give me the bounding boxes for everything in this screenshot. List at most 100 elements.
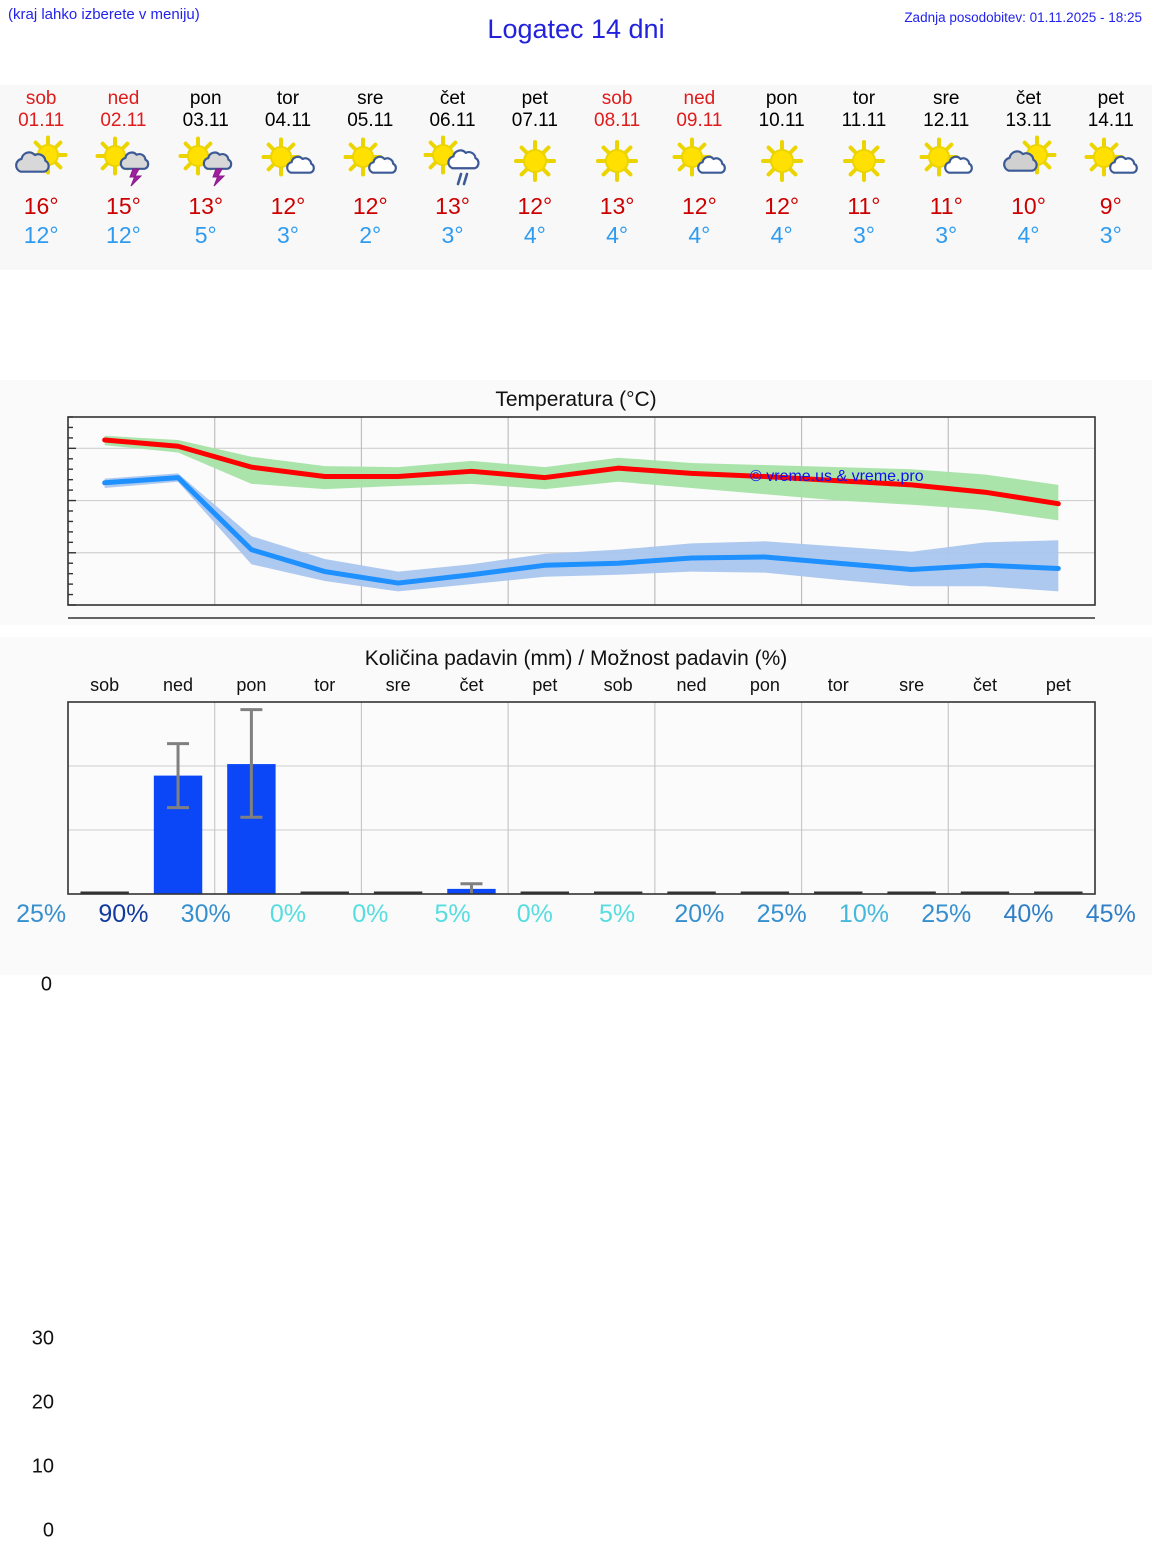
day-of-week-label: tor xyxy=(852,88,876,109)
day-of-week-label: tor xyxy=(276,88,300,109)
precipitation-day-label: ned xyxy=(163,675,194,695)
precipitation-probability-label: 25% xyxy=(756,900,807,928)
cloud-sun-icon xyxy=(993,135,1065,189)
precipitation-bar xyxy=(1034,891,1083,894)
forecast-day-column[interactable]: sre 05.11 12° 2° xyxy=(329,85,411,270)
precipitation-probability-label: 25% xyxy=(921,900,972,928)
precipitation-bar xyxy=(520,891,570,894)
precipitation-bar xyxy=(593,891,643,894)
precipitation-day-label: tor xyxy=(827,675,849,695)
precipitation-probability-label: 90% xyxy=(98,900,149,928)
page-header: (kraj lahko izberete v meniju) Logatec 1… xyxy=(0,0,1152,85)
date-label: 08.11 xyxy=(594,110,641,131)
precipitation-probability-label: 5% xyxy=(599,900,636,928)
max-temperature-label: 12° xyxy=(352,193,388,219)
precipitation-plot xyxy=(67,701,1096,895)
day-of-week-label: čet xyxy=(439,88,466,109)
max-temperature-label: 10° xyxy=(1011,193,1046,219)
precipitation-y-tick-label: 10 xyxy=(31,1455,54,1478)
temperature-plot xyxy=(67,416,1096,619)
date-label: 14.11 xyxy=(1087,110,1134,131)
forecast-day-column[interactable]: pet 07.11 12° 4° xyxy=(494,85,576,270)
forecast-day-column[interactable]: sob 08.11 13° 4° xyxy=(576,85,658,270)
forecast-day-column[interactable]: čet 06.11 13° 3° xyxy=(411,85,493,270)
day-of-week-label: čet xyxy=(1015,88,1042,109)
precipitation-y-tick-label: 20 xyxy=(31,1391,54,1414)
sun-icon xyxy=(828,135,900,189)
sun-icon xyxy=(581,135,653,189)
page-title: Logatec 14 dni xyxy=(487,14,665,44)
sun-cloud-icon xyxy=(5,135,77,189)
temperature-chart: Temperatura (°C) xyxy=(0,380,1152,625)
precipitation-bar xyxy=(960,891,1010,894)
precipitation-probability-label: 45% xyxy=(1085,900,1136,928)
precipitation-day-label: sob xyxy=(90,675,120,695)
precipitation-bar xyxy=(373,891,423,894)
min-temperature-label: 2° xyxy=(359,222,382,248)
min-temperature-label: 3° xyxy=(276,222,299,248)
min-temperature-label: 4° xyxy=(688,222,711,248)
precipitation-probability-label: 0% xyxy=(516,900,553,928)
forecast-day-column[interactable]: pet 14.11 9° 3° xyxy=(1070,85,1152,270)
precipitation-bar xyxy=(300,891,349,894)
forecast-day-column[interactable]: ned 02.11 15° 12° xyxy=(82,85,164,270)
temperature-y-tick-label: 0 xyxy=(40,973,52,996)
precipitation-day-label: sre xyxy=(385,675,411,695)
min-temperature-label: 3° xyxy=(1099,222,1122,248)
max-temperature-label: 12° xyxy=(682,193,717,219)
date-label: 05.11 xyxy=(347,110,394,131)
forecast-day-column[interactable]: ned 09.11 12° 4° xyxy=(658,85,740,270)
sun-small-cloud-icon xyxy=(252,135,324,189)
precipitation-probability-label: 0% xyxy=(269,900,307,928)
max-temperature-label: 12° xyxy=(270,193,306,219)
precipitation-day-label: sre xyxy=(899,675,925,695)
day-of-week-label: ned xyxy=(683,88,716,109)
day-of-week-label: sob xyxy=(601,88,633,109)
day-of-week-label: sre xyxy=(357,88,384,109)
precipitation-probability-label: 20% xyxy=(674,900,725,928)
forecast-day-column[interactable]: sre 12.11 11° 3° xyxy=(905,85,987,270)
precipitation-day-label: pet xyxy=(532,675,558,695)
date-label: 07.11 xyxy=(511,110,558,131)
date-label: 10.11 xyxy=(758,110,805,131)
max-temperature-label: 12° xyxy=(517,193,553,219)
precipitation-probability-label: 5% xyxy=(434,900,471,928)
forecast-day-column[interactable]: tor 11.11 11° 3° xyxy=(823,85,905,270)
precipitation-probability-label: 40% xyxy=(1003,900,1054,928)
precipitation-day-label: čet xyxy=(459,675,484,695)
day-of-week-label: pon xyxy=(189,88,222,109)
max-temperature-label: 11° xyxy=(847,193,881,219)
date-label: 03.11 xyxy=(182,110,229,131)
forecast-day-column[interactable]: pon 10.11 12° 4° xyxy=(741,85,823,270)
sun-small-cloud-icon xyxy=(663,135,735,189)
precipitation-chart-title: Količina padavin (mm) / Možnost padavin … xyxy=(364,647,788,670)
min-temperature-label: 3° xyxy=(441,222,464,248)
min-temperature-label: 4° xyxy=(606,222,629,248)
forecast-day-column[interactable]: pon 03.11 13° 5° xyxy=(165,85,247,270)
precipitation-probability-row: 25% 90% 30% 0% 0% 5% 0% 5% 20% 25% 10% 25% 40% 45% xyxy=(0,900,1152,929)
min-temperature-label: 4° xyxy=(770,222,793,248)
precipitation-probability-label: 30% xyxy=(180,900,231,928)
day-of-week-label: pet xyxy=(1097,88,1124,109)
forecast-day-column[interactable]: sob 01.11 16° 12° xyxy=(0,85,82,270)
min-temperature-label: 4° xyxy=(523,222,546,248)
max-temperature-label: 11° xyxy=(929,193,963,219)
sun-icon xyxy=(499,135,571,189)
precipitation-probability-label: 10% xyxy=(838,900,889,928)
sun-cloud-storm-icon xyxy=(170,135,242,189)
date-label: 09.11 xyxy=(676,110,723,131)
forecast-day-column[interactable]: tor 04.11 12° 3° xyxy=(247,85,329,270)
sun-icon xyxy=(746,135,818,189)
sun-small-cloud-icon xyxy=(910,135,982,189)
max-temperature-label: 13° xyxy=(435,193,470,219)
precipitation-day-label: pon xyxy=(749,675,780,695)
forecast-day-column[interactable]: čet 13.11 10° 4° xyxy=(987,85,1069,270)
min-temperature-label: 3° xyxy=(935,222,958,248)
precipitation-bar xyxy=(667,891,716,894)
max-temperature-label: 13° xyxy=(188,193,224,219)
date-label: 13.11 xyxy=(1005,110,1052,131)
max-temperature-label: 9° xyxy=(1099,193,1122,219)
max-temperature-label: 13° xyxy=(599,193,635,219)
precipitation-day-label: pet xyxy=(1045,675,1071,695)
precipitation-y-tick-label: 0 xyxy=(42,1519,54,1542)
